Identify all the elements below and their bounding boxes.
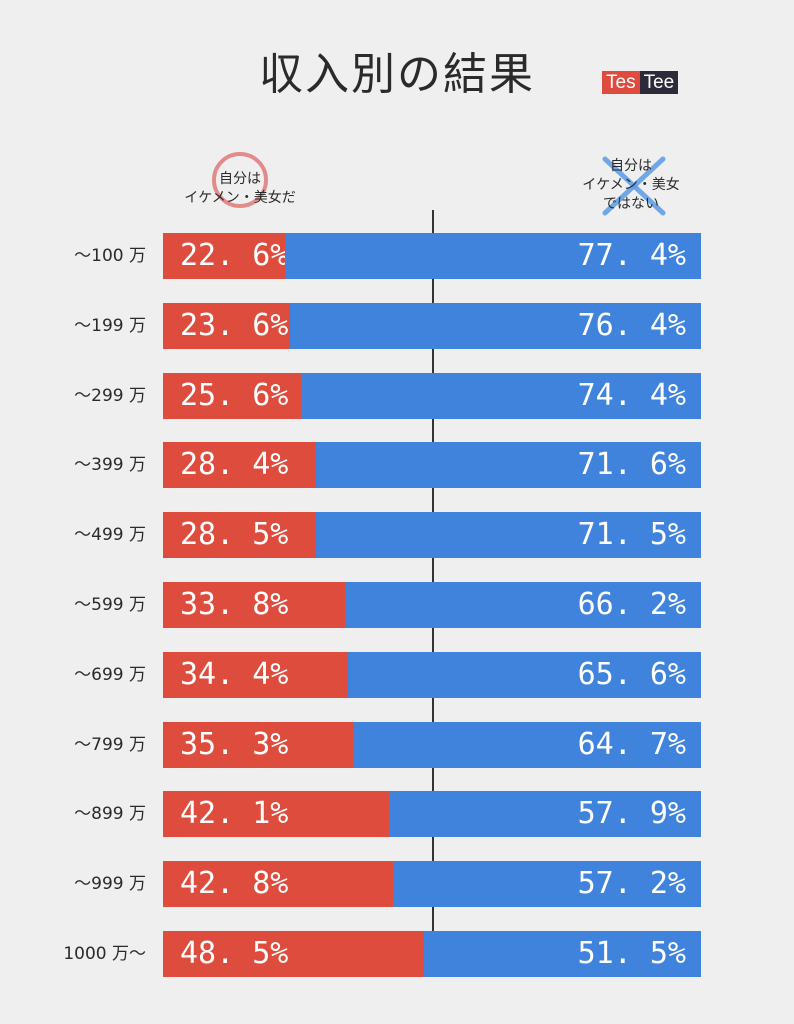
category-label: ～899 万 [74, 804, 146, 824]
stacked-bar: 28. 5% 71. 5% [163, 512, 701, 558]
value-label-yes: 22. 6% [180, 238, 289, 273]
value-label-no: 66. 2% [577, 587, 686, 622]
category-label: 1000 万～ [63, 944, 146, 964]
legend-no-line1: 自分は [610, 158, 652, 174]
value-label-no: 64. 7% [577, 727, 686, 762]
legend-no-line3: ではない [603, 196, 659, 212]
bar-segment-yes: 35. 3% [163, 722, 353, 768]
bar-segment-no: 57. 2% [393, 861, 701, 907]
stacked-bar: 22. 6% 77. 4% [163, 233, 701, 279]
value-label-no: 76. 4% [577, 308, 686, 343]
bar-segment-yes: 42. 8% [163, 861, 394, 907]
stacked-bar: 42. 8% 57. 2% [163, 861, 701, 907]
value-label-yes: 35. 3% [180, 727, 289, 762]
value-label-yes: 28. 4% [180, 447, 289, 482]
category-label: ～599 万 [74, 595, 146, 615]
stacked-bar: 48. 5% 51. 5% [163, 931, 701, 977]
value-label-no: 65. 6% [577, 657, 686, 692]
bar-segment-yes: 34. 4% [163, 652, 349, 698]
stacked-bar: 35. 3% 64. 7% [163, 722, 701, 768]
value-label-yes: 48. 5% [180, 936, 289, 971]
stacked-bar: 23. 6% 76. 4% [163, 303, 701, 349]
value-label-yes: 28. 5% [180, 517, 289, 552]
bar-segment-no: 65. 6% [348, 652, 701, 698]
legend-yes-line1: 自分は [219, 171, 261, 187]
chart-title: 収入別の結果 [259, 49, 535, 100]
category-label: ～999 万 [74, 874, 146, 894]
bar-segment-no: 71. 6% [315, 442, 701, 488]
legend-no: 自分は イケメン・美女 ではない [556, 157, 706, 214]
value-label-no: 71. 6% [577, 447, 686, 482]
logo-part-tes: Tes [602, 71, 640, 94]
category-label: ～499 万 [74, 525, 146, 545]
bar-segment-no: 74. 4% [300, 373, 701, 419]
stacked-bar: 34. 4% 65. 6% [163, 652, 701, 698]
circle-mark-icon [212, 152, 268, 208]
value-label-yes: 34. 4% [180, 657, 289, 692]
legend-no-line2: イケメン・美女 [582, 177, 680, 193]
value-label-yes: 42. 1% [180, 796, 289, 831]
category-label: ～100 万 [74, 246, 146, 266]
value-label-no: 77. 4% [577, 238, 686, 273]
bar-segment-yes: 48. 5% [163, 931, 424, 977]
bar-segment-yes: 28. 4% [163, 442, 316, 488]
bar-segment-no: 57. 9% [389, 791, 701, 837]
value-label-yes: 23. 6% [180, 308, 289, 343]
stacked-bar: 28. 4% 71. 6% [163, 442, 701, 488]
stacked-bar: 33. 8% 66. 2% [163, 582, 701, 628]
bar-segment-yes: 25. 6% [163, 373, 301, 419]
bar-segment-yes: 23. 6% [163, 303, 290, 349]
bar-segment-yes: 42. 1% [163, 791, 390, 837]
category-label: ～299 万 [74, 386, 146, 406]
category-label: ～699 万 [74, 665, 146, 685]
bar-segment-no: 64. 7% [352, 722, 701, 768]
center-reference-line [432, 210, 434, 932]
category-label: ～799 万 [74, 735, 146, 755]
category-label: ～199 万 [74, 316, 146, 336]
stacked-bar: 42. 1% 57. 9% [163, 791, 701, 837]
bar-segment-no: 71. 5% [316, 512, 701, 558]
bar-segment-yes: 28. 5% [163, 512, 317, 558]
value-label-no: 57. 2% [577, 866, 686, 901]
value-label-yes: 42. 8% [180, 866, 289, 901]
value-label-yes: 25. 6% [180, 378, 289, 413]
legend-yes-line2: イケメン・美女だ [184, 190, 296, 206]
testee-logo: Tes Tee [602, 71, 679, 94]
cross-mark-icon [602, 156, 666, 216]
value-label-no: 74. 4% [577, 378, 686, 413]
value-label-no: 57. 9% [577, 796, 686, 831]
stacked-bar: 25. 6% 74. 4% [163, 373, 701, 419]
bar-segment-no: 66. 2% [344, 582, 701, 628]
bar-segment-no: 51. 5% [423, 931, 701, 977]
bar-segment-no: 77. 4% [284, 233, 701, 279]
value-label-no: 71. 5% [577, 517, 686, 552]
legend-yes: 自分は イケメン・美女だ [160, 170, 320, 208]
bar-segment-yes: 33. 8% [163, 582, 345, 628]
value-label-no: 51. 5% [577, 936, 686, 971]
bar-segment-no: 76. 4% [289, 303, 701, 349]
bar-segment-yes: 22. 6% [163, 233, 289, 279]
logo-part-tee: Tee [639, 71, 679, 94]
category-label: ～399 万 [74, 455, 146, 475]
value-label-yes: 33. 8% [180, 587, 289, 622]
